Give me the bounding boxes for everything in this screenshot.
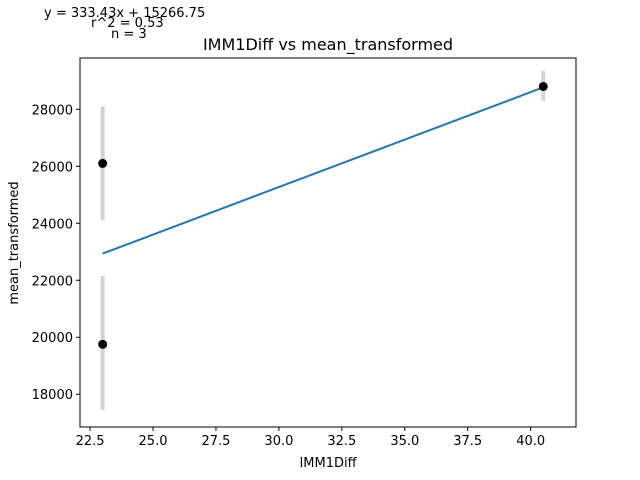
data-point [98, 158, 108, 168]
y-tick-label: 24000 [32, 217, 73, 232]
fit-sample-size: n = 3 [111, 27, 147, 42]
y-tick-label: 18000 [32, 388, 73, 403]
data-point [538, 81, 548, 91]
x-tick-label: 40.0 [516, 434, 545, 449]
x-tick-label: 27.5 [201, 434, 230, 449]
fit-line [102, 86, 544, 255]
x-tick-label: 35.0 [390, 434, 419, 449]
y-tick-label: 20000 [32, 331, 73, 346]
data-points [98, 81, 548, 349]
x-axis-label: IMM1Diff [299, 456, 357, 471]
y-axis-label: mean_transformed [7, 181, 22, 304]
y-tick-label: 28000 [32, 103, 73, 118]
data-point [98, 339, 108, 349]
error-bars [100, 70, 546, 410]
fit-r-squared: r^2 = 0.53 [91, 16, 164, 31]
fit-equation: y = 333.43x + 15266.75 [44, 6, 205, 21]
x-tick-label: 32.5 [327, 434, 356, 449]
x-tick-label: 25.0 [139, 434, 168, 449]
x-tick-label: 22.5 [76, 434, 105, 449]
plot-area [79, 57, 577, 428]
x-tick-label: 30.0 [264, 434, 293, 449]
fit-line-layer [102, 86, 544, 255]
x-tick-label: 37.5 [453, 434, 482, 449]
y-tick-label: 22000 [32, 274, 73, 289]
chart-title: IMM1Diff vs mean_transformed [203, 35, 453, 55]
x-axis: 22.5 25.0 27.5 30.0 32.5 35.0 37.5 40.0 [76, 427, 545, 449]
y-tick-label: 26000 [32, 160, 73, 175]
y-axis: 18000 20000 22000 24000 26000 28000 [32, 103, 80, 403]
